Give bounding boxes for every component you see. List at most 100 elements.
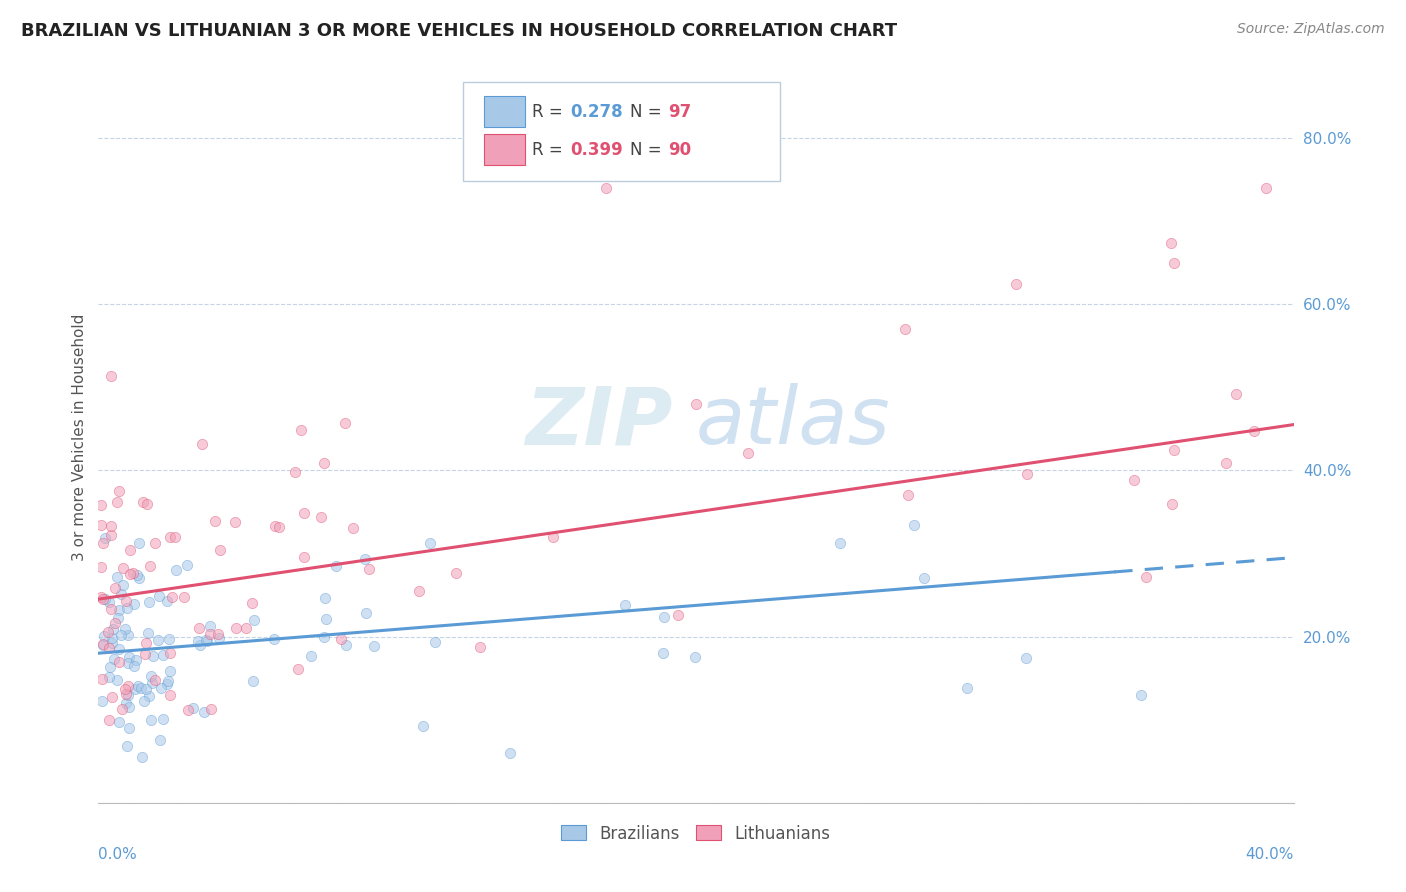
- Brazilians: [499, 746, 522, 760]
- Brazilians: [423, 634, 446, 648]
- Brazilians: [114, 696, 136, 710]
- Lithuanians: [91, 536, 114, 550]
- Lithuanians: [97, 640, 120, 655]
- Lithuanians: [97, 625, 120, 640]
- Lithuanians: [198, 627, 221, 641]
- Lithuanians: [104, 581, 127, 595]
- Brazilians: [98, 659, 121, 673]
- Lithuanians: [1225, 387, 1247, 401]
- Lithuanians: [342, 521, 364, 535]
- Brazilians: [181, 701, 204, 715]
- Lithuanians: [131, 494, 153, 508]
- Brazilians: [187, 633, 209, 648]
- Lithuanians: [90, 517, 112, 532]
- Brazilians: [110, 627, 132, 641]
- Brazilians: [118, 721, 141, 735]
- Brazilians: [105, 570, 128, 584]
- Lithuanians: [159, 647, 181, 661]
- Lithuanians: [235, 621, 257, 635]
- Lithuanians: [91, 637, 114, 651]
- Brazilians: [124, 682, 146, 697]
- Brazilians: [122, 658, 145, 673]
- Brazilians: [613, 599, 636, 613]
- Lithuanians: [1005, 277, 1028, 292]
- Brazilians: [141, 669, 163, 683]
- Lithuanians: [90, 672, 112, 686]
- Lithuanians: [312, 456, 335, 470]
- Legend: Brazilians, Lithuanians: Brazilians, Lithuanians: [554, 818, 838, 849]
- Text: 90: 90: [668, 141, 692, 159]
- Brazilians: [94, 531, 117, 545]
- Brazilians: [242, 613, 264, 627]
- Text: Source: ZipAtlas.com: Source: ZipAtlas.com: [1237, 22, 1385, 37]
- Lithuanians: [100, 519, 122, 533]
- Brazilians: [176, 558, 198, 573]
- Brazilians: [152, 712, 174, 726]
- Lithuanians: [111, 702, 134, 716]
- Brazilians: [146, 633, 169, 648]
- Brazilians: [128, 535, 150, 549]
- Brazilians: [101, 636, 124, 650]
- FancyBboxPatch shape: [485, 96, 524, 127]
- Brazilians: [652, 610, 675, 624]
- Brazilians: [93, 629, 115, 643]
- Lithuanians: [267, 520, 290, 534]
- Lithuanians: [100, 602, 122, 616]
- Lithuanians: [204, 514, 226, 528]
- Lithuanians: [100, 528, 122, 542]
- Text: 0.399: 0.399: [571, 141, 623, 159]
- Brazilians: [412, 718, 434, 732]
- Brazilians: [136, 626, 159, 640]
- Brazilians: [101, 631, 124, 645]
- Lithuanians: [292, 506, 315, 520]
- Brazilians: [134, 694, 156, 708]
- Lithuanians: [105, 495, 128, 509]
- Brazilians: [354, 606, 377, 620]
- Lithuanians: [136, 497, 159, 511]
- Brazilians: [128, 572, 150, 586]
- Brazilians: [98, 670, 121, 684]
- Lithuanians: [90, 560, 112, 574]
- Lithuanians: [1135, 570, 1157, 584]
- Lithuanians: [292, 550, 315, 565]
- Lithuanians: [111, 561, 134, 575]
- Brazilians: [956, 681, 979, 696]
- Brazilians: [830, 535, 852, 549]
- Brazilians: [156, 594, 179, 608]
- Brazilians: [122, 597, 145, 611]
- Brazilians: [157, 632, 180, 646]
- Lithuanians: [264, 518, 287, 533]
- Brazilians: [165, 563, 187, 577]
- Brazilians: [103, 651, 125, 665]
- Brazilians: [129, 681, 152, 695]
- Lithuanians: [90, 498, 112, 512]
- Lithuanians: [115, 687, 138, 701]
- Lithuanians: [290, 423, 312, 437]
- Lithuanians: [1122, 473, 1144, 487]
- Lithuanians: [117, 679, 139, 693]
- Brazilians: [152, 648, 174, 662]
- Text: 0.0%: 0.0%: [98, 847, 138, 862]
- Brazilians: [135, 682, 157, 697]
- Brazilians: [117, 656, 139, 670]
- Lithuanians: [208, 543, 231, 558]
- Brazilians: [118, 650, 141, 665]
- Text: 97: 97: [668, 103, 692, 120]
- Brazilians: [903, 517, 925, 532]
- Brazilians: [188, 638, 211, 652]
- Brazilians: [912, 570, 935, 584]
- Lithuanians: [1243, 425, 1265, 439]
- Lithuanians: [595, 180, 617, 194]
- Brazilians: [114, 622, 136, 636]
- Brazilians: [110, 587, 132, 601]
- Lithuanians: [165, 530, 187, 544]
- Lithuanians: [143, 536, 166, 550]
- Brazilians: [325, 559, 347, 574]
- Brazilians: [111, 577, 134, 591]
- Brazilians: [108, 603, 131, 617]
- Lithuanians: [666, 608, 689, 623]
- Lithuanians: [357, 562, 380, 576]
- Brazilians: [107, 611, 129, 625]
- Lithuanians: [1015, 467, 1038, 482]
- Lithuanians: [329, 632, 352, 646]
